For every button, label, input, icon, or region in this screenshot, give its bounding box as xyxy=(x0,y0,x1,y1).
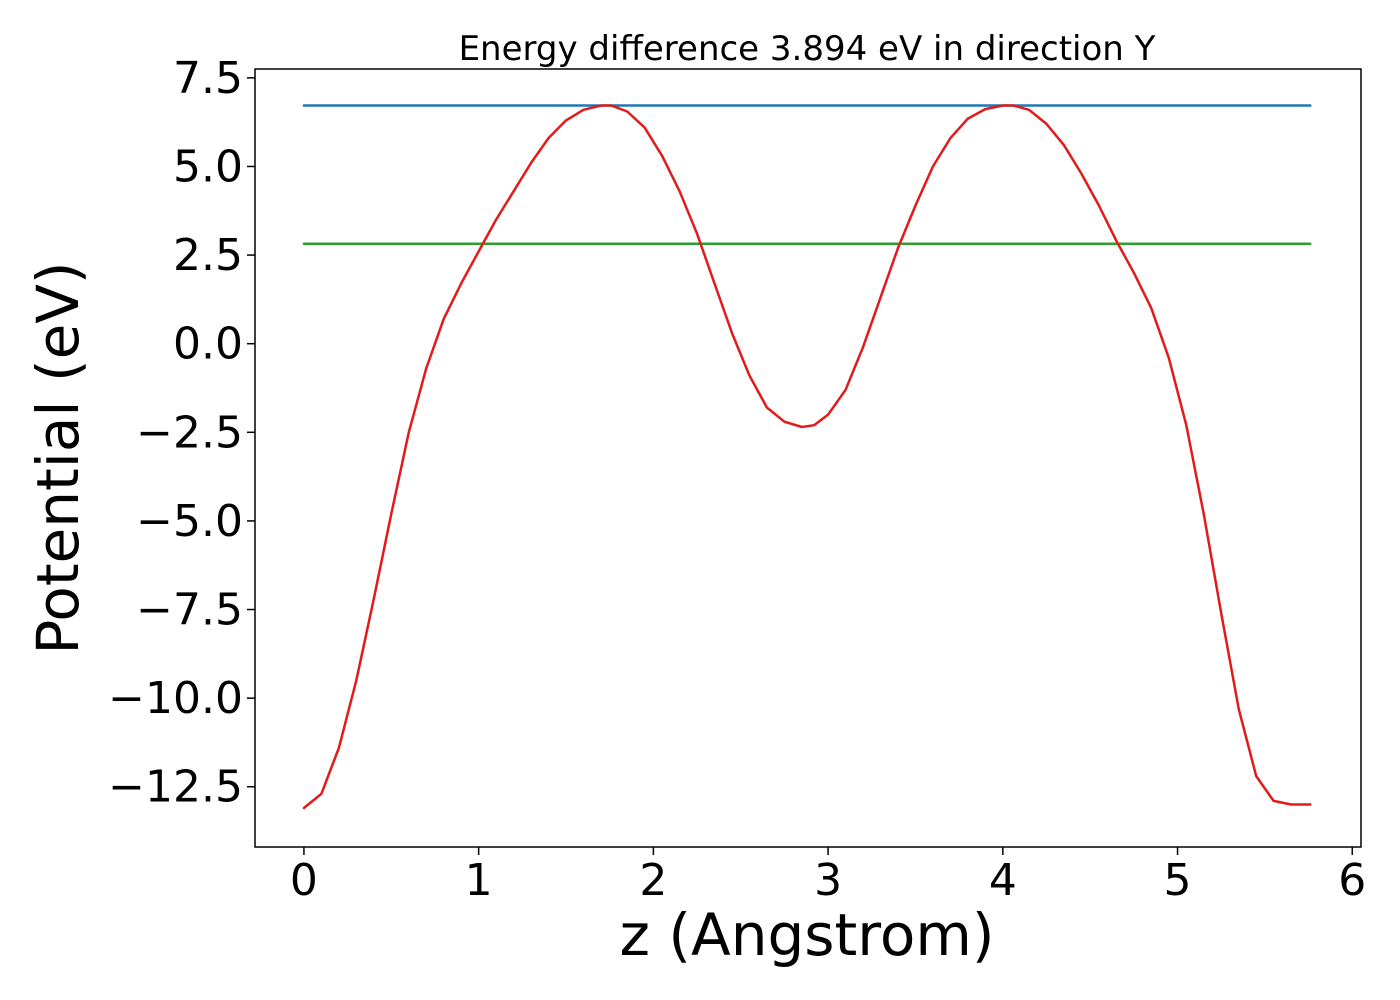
y-tick-label: −5.0 xyxy=(136,496,243,547)
chart-title: Energy difference 3.894 eV in direction … xyxy=(459,29,1156,69)
y-tick-label: 0.0 xyxy=(173,319,243,370)
x-tick-label: 2 xyxy=(639,855,667,906)
y-axis-label: Potential (eV) xyxy=(24,261,92,654)
y-tick-label: 7.5 xyxy=(173,53,243,104)
x-tick-label: 6 xyxy=(1338,855,1366,906)
series-line-2 xyxy=(302,104,1312,810)
x-axis-label: z (Angstrom) xyxy=(620,901,995,969)
x-tick-label: 3 xyxy=(814,855,842,906)
x-tick-label: 0 xyxy=(290,855,318,906)
y-tick-label: −10.0 xyxy=(108,673,243,724)
y-tick-label: −12.5 xyxy=(108,762,243,813)
x-tick-label: 5 xyxy=(1164,855,1192,906)
x-axis: 0 1 2 3 4 5 6 xyxy=(290,847,1366,906)
y-tick-label: −7.5 xyxy=(136,585,243,636)
y-tick-label: −2.5 xyxy=(136,407,243,458)
plot-frame xyxy=(254,68,1362,848)
x-tick-label: 4 xyxy=(989,855,1017,906)
x-tick-label: 1 xyxy=(465,855,493,906)
plot-marks xyxy=(302,104,1312,810)
y-axis: 7.5 5.0 2.5 0.0 −2.5 −5.0 −7.5 −10.0 −12.5 xyxy=(108,53,255,813)
y-tick-label: 2.5 xyxy=(173,230,243,281)
y-tick-label: 5.0 xyxy=(173,141,243,192)
